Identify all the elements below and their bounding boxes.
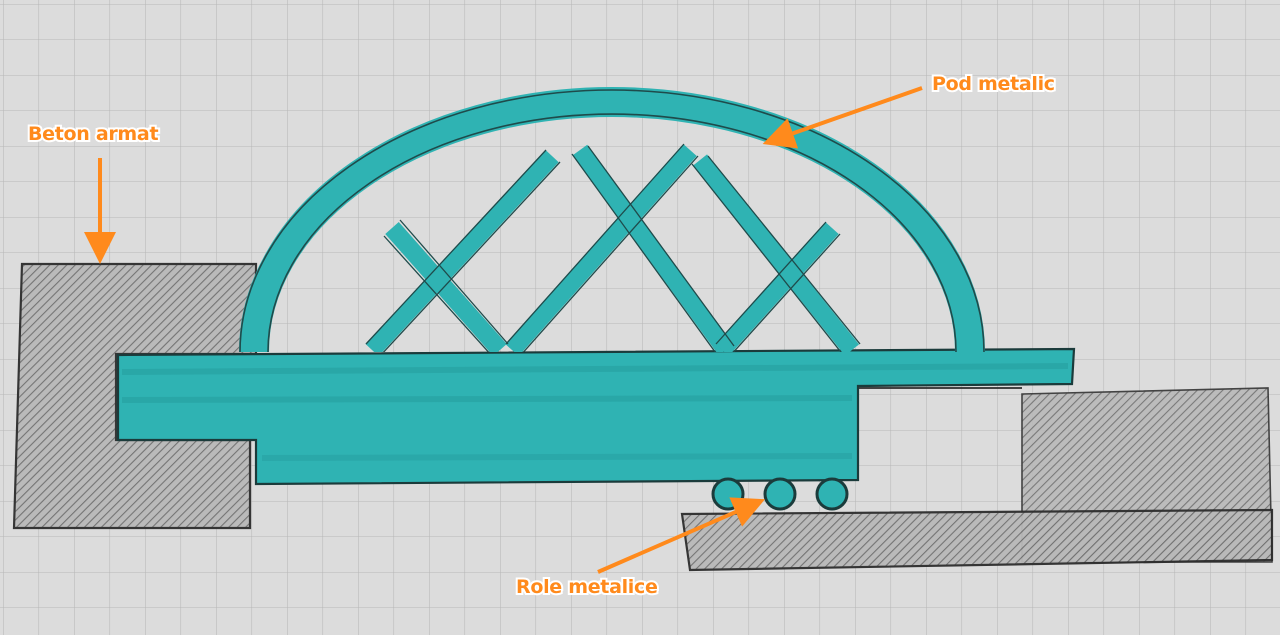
bridge-arch (239, 87, 985, 353)
roller-3 (815, 477, 849, 511)
role-metalice-label: Role metalice (516, 576, 658, 598)
arch-outer-line (239, 89, 985, 353)
role-metalice-arrow (597, 497, 766, 574)
roller-1 (711, 477, 745, 511)
right-concrete-slab (680, 508, 1274, 572)
pod-metalic-arrow (762, 86, 923, 149)
deck-marker-stroke-1 (121, 363, 1069, 375)
deck-marker-stroke-3 (261, 453, 853, 461)
deck-marker-stroke-2 (121, 395, 853, 403)
beton-armat-label: Beton armat (28, 123, 158, 145)
roller-2 (763, 477, 797, 511)
arch-inner-line (267, 113, 957, 353)
pod-metalic-label: Pod metalic (932, 73, 1055, 95)
truss-diagonal-edges (365, 143, 861, 353)
truss-diagonals (365, 144, 860, 353)
bridge-deck (116, 347, 1076, 486)
